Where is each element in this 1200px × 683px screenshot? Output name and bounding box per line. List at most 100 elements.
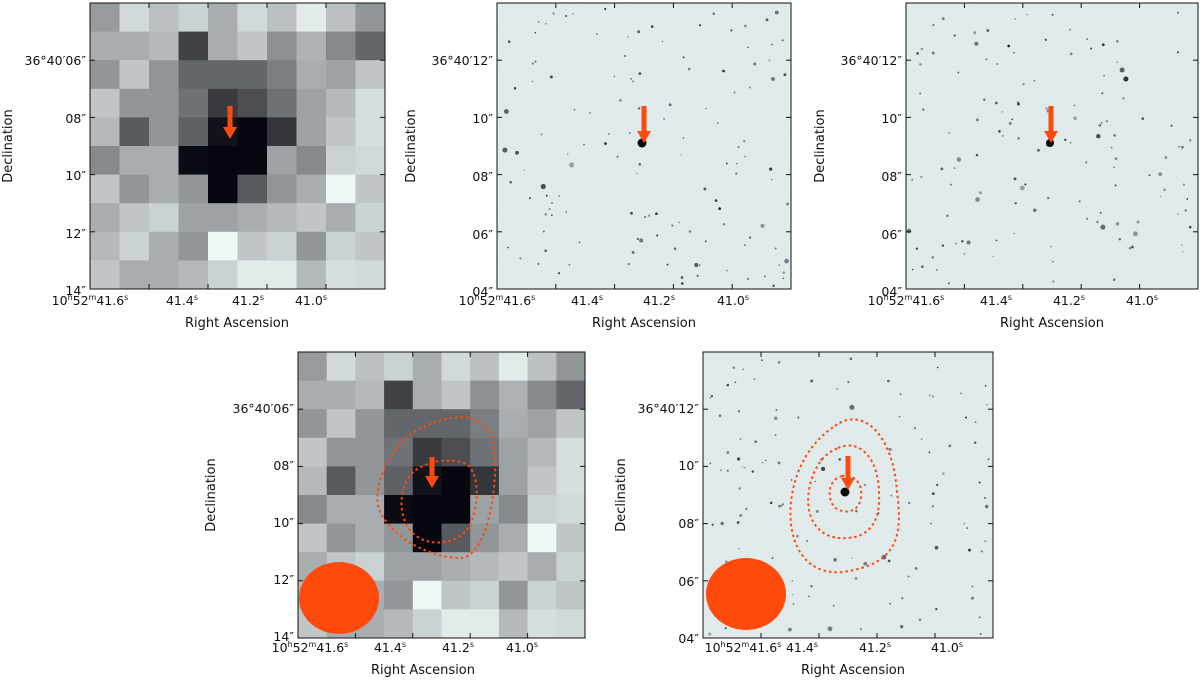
background-star: [915, 247, 919, 250]
background-star: [796, 534, 799, 538]
background-star: [1182, 183, 1185, 186]
pixel-cell: [208, 3, 238, 33]
background-star: [573, 108, 576, 111]
background-star: [744, 155, 747, 158]
ra-tick-label: 41.2s: [1053, 293, 1085, 308]
background-star: [722, 70, 726, 73]
background-star: [688, 230, 692, 233]
pixel-cell: [296, 3, 327, 33]
pixel-cell: [412, 609, 442, 639]
background-star: [604, 7, 607, 11]
background-star: [1101, 92, 1104, 95]
pixel-cell: [384, 523, 414, 553]
background-star: [544, 249, 547, 253]
pixel-cell: [208, 260, 238, 290]
pixel-cell: [237, 146, 268, 176]
background-star: [774, 10, 779, 15]
pixel-cell: [355, 174, 386, 204]
ra-tick-label: 41.0s: [506, 640, 538, 655]
background-star: [887, 379, 890, 383]
background-star: [1186, 198, 1189, 200]
pixel-cell: [326, 260, 356, 290]
background-star: [528, 196, 532, 200]
pixel-cell: [527, 437, 557, 467]
pixel-cell: [384, 580, 414, 610]
x-axis-label: Right Ascension: [1000, 316, 1104, 331]
background-star: [941, 244, 945, 247]
background-star: [1136, 220, 1140, 224]
dec-tick-label: 10″: [65, 168, 86, 183]
background-star: [568, 263, 571, 266]
pixel-cell: [355, 146, 386, 176]
ra-tick-label: 41.0s: [295, 293, 327, 308]
background-star: [735, 172, 738, 175]
ra-tick-label: 10h52m41.6s: [52, 293, 129, 308]
background-star: [725, 560, 728, 563]
pixel-cell: [208, 88, 238, 118]
background-star: [770, 178, 773, 181]
background-star: [753, 378, 756, 381]
plot-frame: [496, 2, 792, 290]
pixel-cell: [267, 88, 297, 118]
x-axis-label: Right Ascension: [371, 663, 475, 678]
background-star: [1116, 61, 1119, 63]
background-star: [1177, 213, 1179, 216]
pixel-cell: [178, 3, 209, 33]
pixel-cell: [355, 117, 386, 147]
background-star: [1133, 231, 1138, 237]
background-star: [1159, 195, 1162, 198]
background-star: [1090, 47, 1093, 50]
dec-tick-label: 04″: [472, 284, 493, 299]
background-star: [557, 272, 561, 275]
dec-tick-label: 08″: [273, 458, 294, 473]
background-star: [509, 180, 513, 184]
background-star: [899, 393, 902, 396]
dec-tick-label: 10″: [881, 111, 902, 126]
background-star: [661, 40, 664, 43]
pixel-cell: [178, 117, 209, 147]
pixel-cell: [384, 409, 414, 439]
x-axis-label: Right Ascension: [592, 316, 696, 331]
background-star: [900, 624, 904, 629]
panel-2: 10h52m41.6s 41.4s 41.2s 41.0s 36°40′12″ …: [404, 2, 792, 331]
background-star: [747, 46, 749, 49]
background-star: [1122, 97, 1125, 100]
pixel-cell: [149, 260, 179, 290]
pixel-cell: [119, 117, 150, 147]
background-star: [1181, 243, 1184, 246]
pixel-cell: [298, 352, 328, 382]
background-star: [515, 150, 519, 155]
background-star: [708, 632, 712, 636]
background-star: [549, 75, 553, 79]
background-star: [900, 597, 904, 600]
background-star: [914, 566, 918, 570]
background-star: [908, 501, 911, 505]
background-star: [1170, 124, 1173, 127]
ra-tick-labels: 10h52m41.6s 41.4s 41.2s 41.0s: [868, 293, 1158, 308]
background-star: [709, 462, 712, 465]
background-star: [655, 212, 658, 216]
pixel-cell: [237, 60, 268, 90]
background-star: [920, 175, 923, 179]
background-star: [760, 223, 765, 228]
pixel-cell: [267, 260, 297, 290]
pixel-cell: [355, 60, 386, 90]
background-star: [784, 258, 789, 264]
star-field: [708, 357, 990, 636]
pixel-cell: [296, 31, 327, 61]
background-star: [992, 255, 994, 258]
ra-tick-labels: 10h52m41.6s 41.4s 41.2s 41.0s: [52, 293, 327, 308]
pixel-cell: [178, 260, 209, 290]
pixel-cell: [498, 495, 529, 525]
background-star: [542, 230, 545, 233]
background-star: [913, 427, 917, 430]
background-star: [986, 403, 988, 406]
background-star: [849, 357, 853, 361]
pixel-cell: [90, 146, 120, 176]
pixel-cell: [267, 231, 297, 261]
beam-ellipse: [706, 558, 786, 630]
dec-tick-label: 36°40′06″: [25, 53, 87, 68]
pixel-cell: [470, 495, 500, 525]
background-star: [694, 262, 699, 268]
background-star: [1050, 245, 1052, 248]
